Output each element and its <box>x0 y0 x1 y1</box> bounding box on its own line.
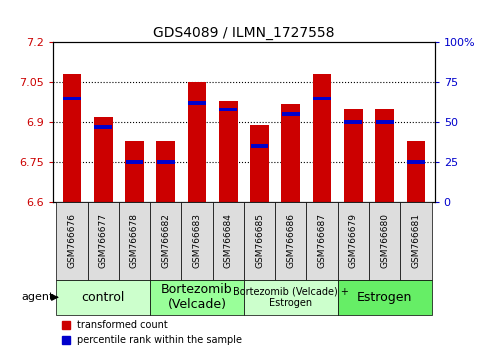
Bar <box>181 202 213 280</box>
Bar <box>282 113 300 116</box>
Text: Estrogen: Estrogen <box>357 291 412 304</box>
Bar <box>94 125 112 129</box>
Bar <box>150 280 244 315</box>
Bar <box>375 109 394 202</box>
Bar <box>313 97 331 100</box>
Bar <box>407 160 425 164</box>
Text: GSM766685: GSM766685 <box>255 213 264 268</box>
Bar <box>188 101 206 105</box>
Title: GDS4089 / ILMN_1727558: GDS4089 / ILMN_1727558 <box>153 26 335 40</box>
Bar <box>282 103 300 202</box>
Bar <box>126 160 143 164</box>
Bar <box>369 202 400 280</box>
Bar <box>157 160 175 164</box>
Bar <box>62 74 81 202</box>
Bar <box>63 97 81 100</box>
Text: GSM766681: GSM766681 <box>412 213 420 268</box>
Bar <box>344 120 362 124</box>
Bar <box>400 202 432 280</box>
Text: GSM766679: GSM766679 <box>349 213 358 268</box>
Text: GSM766683: GSM766683 <box>193 213 201 268</box>
Text: control: control <box>82 291 125 304</box>
Text: GSM766680: GSM766680 <box>380 213 389 268</box>
Bar <box>244 280 338 315</box>
Bar <box>376 120 394 124</box>
Text: GSM766678: GSM766678 <box>130 213 139 268</box>
Bar <box>307 202 338 280</box>
Bar <box>338 280 432 315</box>
Bar <box>94 117 113 202</box>
Text: GSM766682: GSM766682 <box>161 213 170 268</box>
Bar <box>313 74 331 202</box>
Bar <box>125 141 144 202</box>
Bar <box>150 202 181 280</box>
Legend: transformed count, percentile rank within the sample: transformed count, percentile rank withi… <box>58 316 246 349</box>
Bar <box>219 108 237 111</box>
Text: GSM766676: GSM766676 <box>68 213 76 268</box>
Bar <box>119 202 150 280</box>
Bar <box>275 202 307 280</box>
Bar <box>213 202 244 280</box>
Bar <box>187 82 206 202</box>
Bar <box>219 101 238 202</box>
Bar <box>407 141 426 202</box>
Bar <box>251 144 269 148</box>
Text: Bortezomib
(Velcade): Bortezomib (Velcade) <box>161 283 233 312</box>
Bar <box>87 202 119 280</box>
Bar <box>56 202 87 280</box>
Bar <box>56 280 150 315</box>
Bar <box>250 125 269 202</box>
Text: GSM766684: GSM766684 <box>224 213 233 268</box>
Bar <box>344 109 363 202</box>
Bar <box>244 202 275 280</box>
Bar <box>156 141 175 202</box>
Bar <box>338 202 369 280</box>
Text: GSM766687: GSM766687 <box>318 213 327 268</box>
Text: GSM766686: GSM766686 <box>286 213 295 268</box>
Text: agent: agent <box>21 292 54 302</box>
Text: GSM766677: GSM766677 <box>99 213 108 268</box>
Text: Bortezomib (Velcade) +
Estrogen: Bortezomib (Velcade) + Estrogen <box>233 286 349 308</box>
